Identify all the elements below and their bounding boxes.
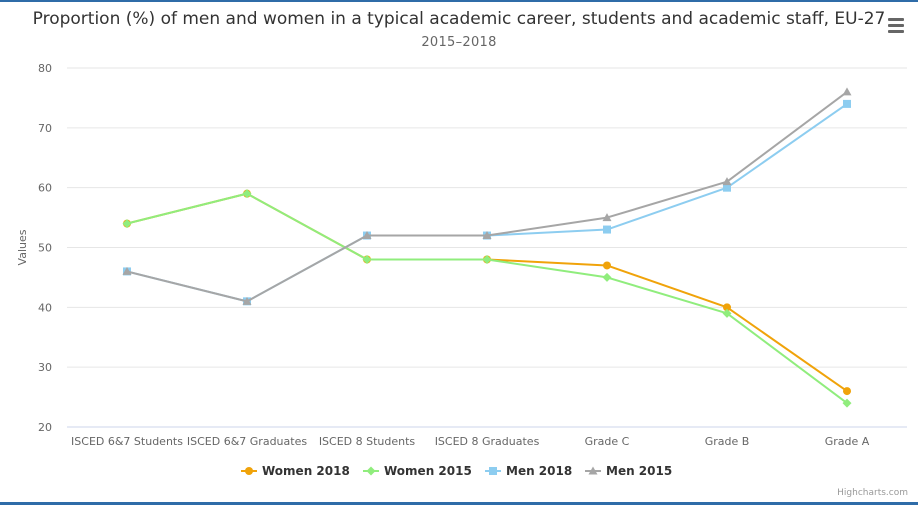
data-point-men-2015 [722, 177, 732, 186]
hamburger-menu-icon [888, 24, 904, 27]
x-tick-label: ISCED 8 Students [319, 435, 416, 448]
series-men-2015 [122, 87, 852, 305]
grid-lines [67, 67, 907, 428]
data-point-men-2018 [723, 183, 731, 192]
y-tick-label: 60 [38, 182, 52, 195]
hamburger-menu-icon [888, 30, 904, 33]
x-tick-label: ISCED 6&7 Students [71, 435, 183, 448]
y-tick-label: 40 [38, 301, 52, 314]
legend-marker-men-2018 [489, 467, 497, 475]
credits-link[interactable]: Highcharts.com [837, 488, 908, 498]
chart-menu-button[interactable] [884, 14, 908, 36]
data-point-women-2015 [122, 219, 132, 229]
chart-subtitle: 2015–2018 [421, 35, 497, 50]
legend-item-women-2015[interactable]: Women 2015 [363, 464, 472, 478]
data-point-men-2015 [242, 296, 252, 305]
legend-label-women-2018: Women 2018 [262, 464, 350, 478]
top-accent-rule [0, 0, 918, 2]
data-point-men-2015 [122, 266, 132, 275]
legend: Women 2018 Women 2015 Men 2018 Men 2015 [241, 464, 672, 478]
data-point-men-2015 [602, 213, 612, 222]
series-group [122, 87, 852, 408]
x-tick-label: ISCED 6&7 Graduates [187, 435, 307, 448]
x-tick-label: Grade B [705, 435, 750, 448]
hamburger-menu-icon [888, 18, 904, 21]
legend-marker-women-2015 [366, 466, 376, 476]
data-point-women-2015 [722, 308, 732, 318]
y-tick-label: 80 [38, 62, 52, 75]
legend-item-men-2018[interactable]: Men 2018 [485, 464, 572, 478]
series-women-2015 [122, 189, 852, 408]
legend-marker-men-2015 [588, 466, 598, 475]
data-point-women-2015 [482, 254, 492, 264]
y-tick-label: 50 [38, 242, 52, 255]
x-tick-label: Grade C [585, 435, 630, 448]
chart-title: Proportion (%) of men and women in a typ… [32, 9, 886, 29]
data-point-men-2015 [362, 231, 372, 240]
series-line-men-2018 [126, 102, 848, 303]
y-axis-label: Values [16, 229, 29, 265]
y-tick-label: 20 [38, 421, 52, 434]
data-point-men-2018 [603, 225, 611, 234]
x-tick-label: Grade A [825, 435, 870, 448]
data-point-men-2015 [482, 231, 492, 240]
y-axis-ticks: 20 30 40 50 60 70 80 [38, 62, 52, 434]
legend-marker-women-2018 [245, 467, 253, 475]
data-point-women-2015 [602, 272, 612, 282]
y-tick-label: 70 [38, 122, 52, 135]
data-point-women-2018 [603, 261, 611, 270]
data-point-women-2018 [723, 303, 731, 312]
legend-label-men-2015: Men 2015 [606, 464, 672, 478]
x-axis-ticks: ISCED 6&7 Students ISCED 6&7 Graduates ISC… [71, 435, 870, 448]
data-point-men-2018 [843, 99, 851, 108]
data-point-women-2015 [842, 398, 852, 408]
data-point-women-2015 [242, 189, 252, 199]
data-point-women-2015 [362, 254, 372, 264]
data-point-men-2015 [842, 87, 852, 96]
legend-label-men-2018: Men 2018 [506, 464, 572, 478]
x-tick-label: ISCED 8 Graduates [435, 435, 540, 448]
series-line-women-2018 [126, 192, 848, 393]
legend-label-women-2015: Women 2015 [384, 464, 472, 478]
series-women-2018 [123, 189, 851, 396]
data-point-women-2018 [843, 387, 851, 396]
y-tick-label: 30 [38, 361, 52, 374]
legend-item-men-2015[interactable]: Men 2015 [585, 464, 672, 478]
series-men-2018 [123, 99, 851, 306]
bottom-accent-rule [0, 502, 918, 505]
legend-item-women-2018[interactable]: Women 2018 [241, 464, 350, 478]
